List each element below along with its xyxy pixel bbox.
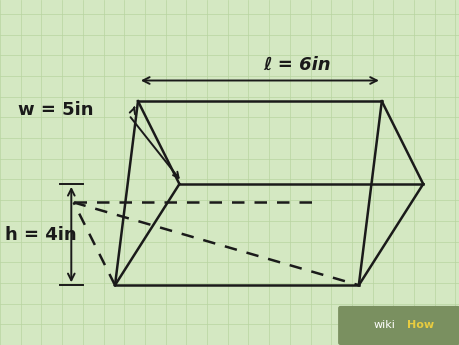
Text: wiki: wiki: [372, 321, 394, 331]
Text: w = 5in: w = 5in: [18, 101, 94, 119]
Text: How: How: [407, 321, 433, 331]
FancyBboxPatch shape: [337, 306, 459, 345]
Text: ℓ = 6in: ℓ = 6in: [262, 56, 330, 73]
Text: h = 4in: h = 4in: [5, 226, 76, 244]
